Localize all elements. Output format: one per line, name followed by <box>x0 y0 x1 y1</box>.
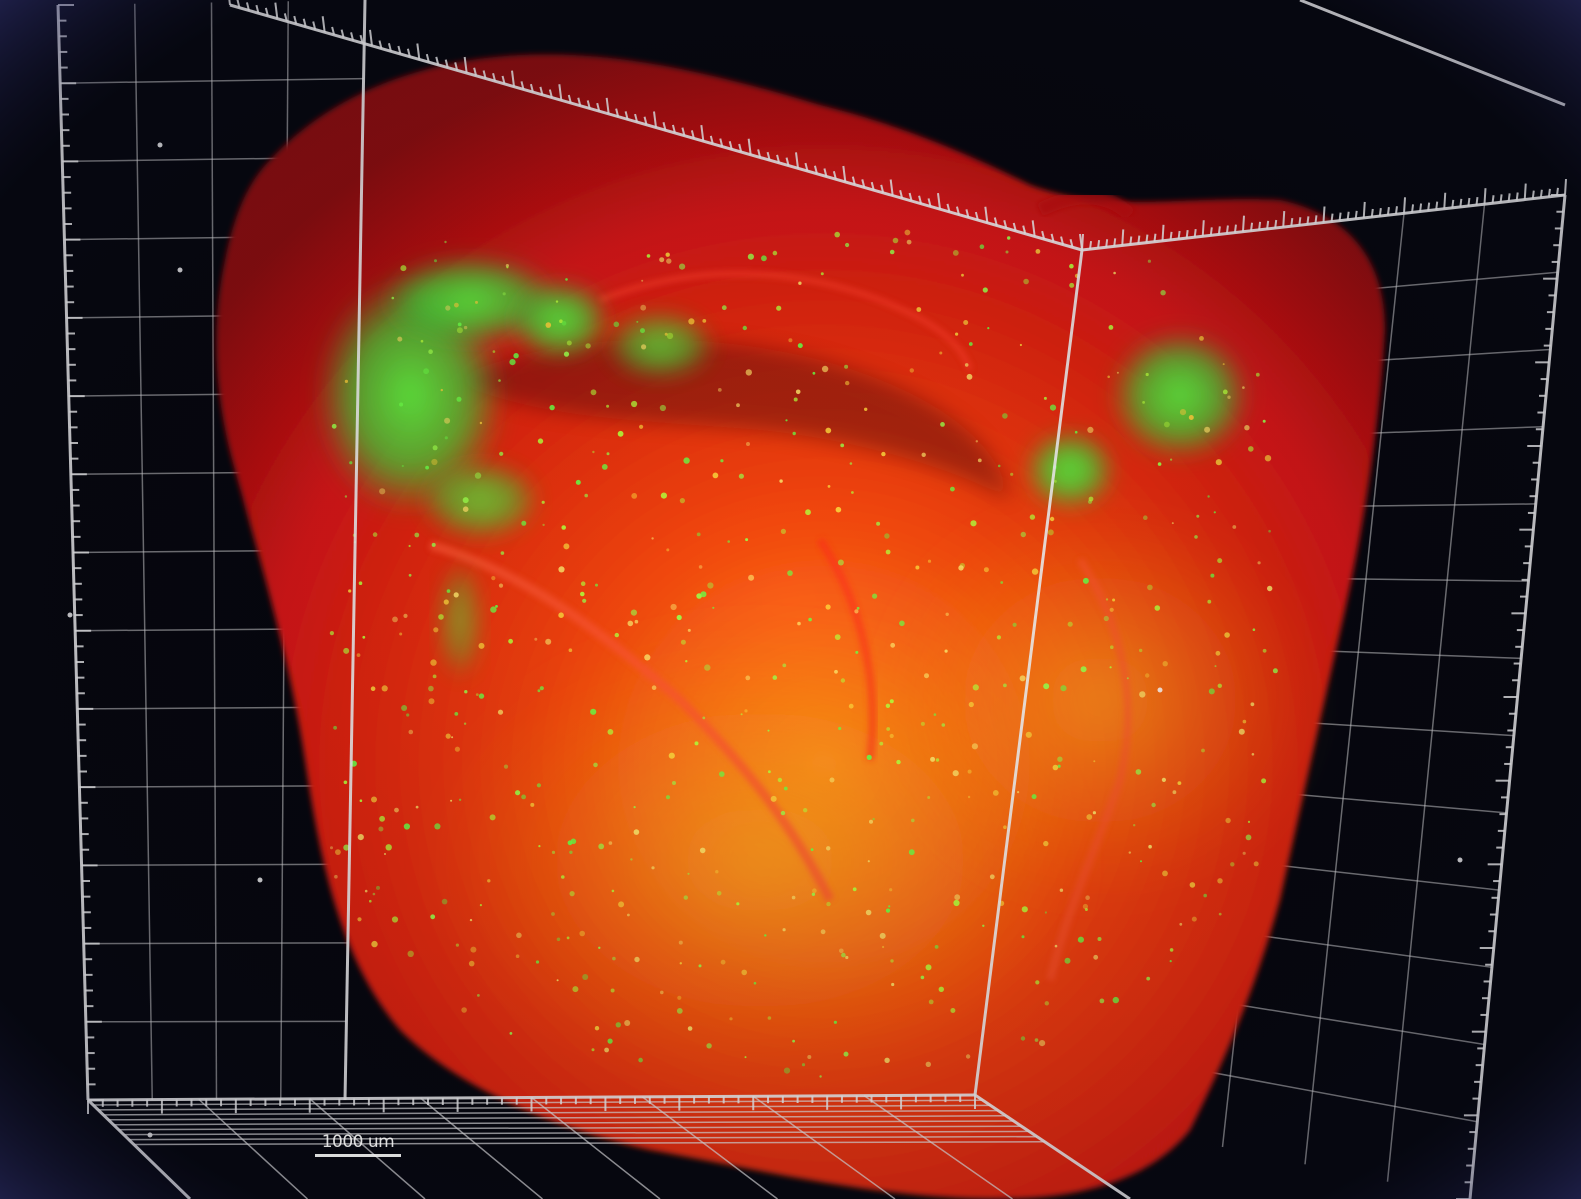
scale-bar: 1000 um <box>312 1132 404 1157</box>
scale-bar-line <box>315 1154 401 1157</box>
scale-bar-label: 1000 um <box>321 1132 395 1152</box>
